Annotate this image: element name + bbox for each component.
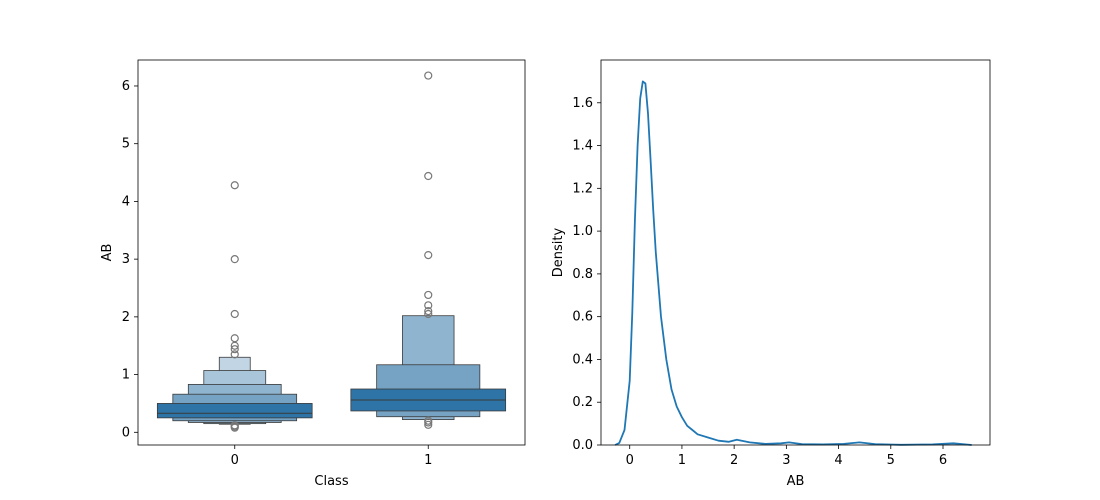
y-axis-label: AB — [100, 244, 115, 262]
x-tick-label: 0 — [231, 453, 239, 468]
outlier-point — [230, 181, 239, 190]
outlier-point — [230, 423, 239, 432]
x-tick-label: 5 — [887, 453, 895, 468]
outlier-point — [424, 420, 433, 429]
x-tick-label: 1 — [678, 453, 686, 468]
y-tick-label: 6 — [122, 79, 130, 94]
y-tick-label: 0.6 — [572, 310, 593, 325]
y-tick-label: 4 — [122, 194, 130, 209]
y-tick-label: 3 — [122, 252, 130, 267]
density-plot-panel: 0.0 0.2 0.4 0.6 0.8 1.0 1.2 1.4 1.6 0 1 2 3 4 5 6 AB Dens… — [551, 59, 991, 489]
outlier-point — [424, 301, 433, 310]
y-tick-label: 1.4 — [572, 139, 593, 154]
outlier-point — [424, 71, 433, 80]
outlier-point — [424, 171, 433, 181]
outlier-point — [424, 306, 433, 316]
outlier-point — [424, 290, 433, 300]
outlier-point — [230, 350, 239, 359]
x-tick-label: 0 — [626, 453, 634, 468]
plot-frame — [600, 59, 991, 446]
x-tick-label: 4 — [834, 453, 842, 468]
boxen-plot-panel: 0 1 2 3 4 5 6 0 1 Class AB — [100, 59, 526, 489]
outlier-point — [230, 341, 239, 350]
outlier-point — [424, 250, 433, 260]
x-axis-label: AB — [787, 474, 805, 489]
outlier-point — [230, 309, 239, 319]
x-tick-label: 6 — [939, 453, 947, 468]
y-tick-label: 1.2 — [572, 181, 593, 196]
y-tick-label: 1.0 — [572, 224, 593, 239]
y-tick-label: 5 — [122, 137, 130, 152]
y-tick-label: 0.4 — [572, 352, 593, 367]
y-tick-label: 0.2 — [572, 395, 593, 410]
outlier-point — [230, 334, 239, 343]
y-tick-label: 0 — [122, 425, 130, 440]
x-tick-label: 2 — [730, 453, 738, 468]
outlier-point — [230, 255, 239, 264]
outlier-point — [230, 345, 239, 354]
x-tick-label: 3 — [782, 453, 790, 468]
outlier-point — [424, 309, 433, 319]
x-tick-label: 1 — [424, 453, 432, 468]
x-axis-label: Class — [314, 474, 348, 489]
y-tick-label: 0.0 — [572, 438, 593, 453]
boxen-level-0-0 — [156, 403, 313, 419]
density-curve — [614, 80, 972, 446]
outlier-point — [424, 418, 433, 427]
y-tick-label: 2 — [122, 310, 130, 325]
y-axis-label: Density — [551, 227, 566, 277]
plot-frame — [137, 59, 526, 446]
y-tick-label: 1 — [122, 368, 130, 383]
y-tick-label: 1.6 — [572, 96, 593, 111]
y-tick-label: 0.8 — [572, 267, 593, 282]
